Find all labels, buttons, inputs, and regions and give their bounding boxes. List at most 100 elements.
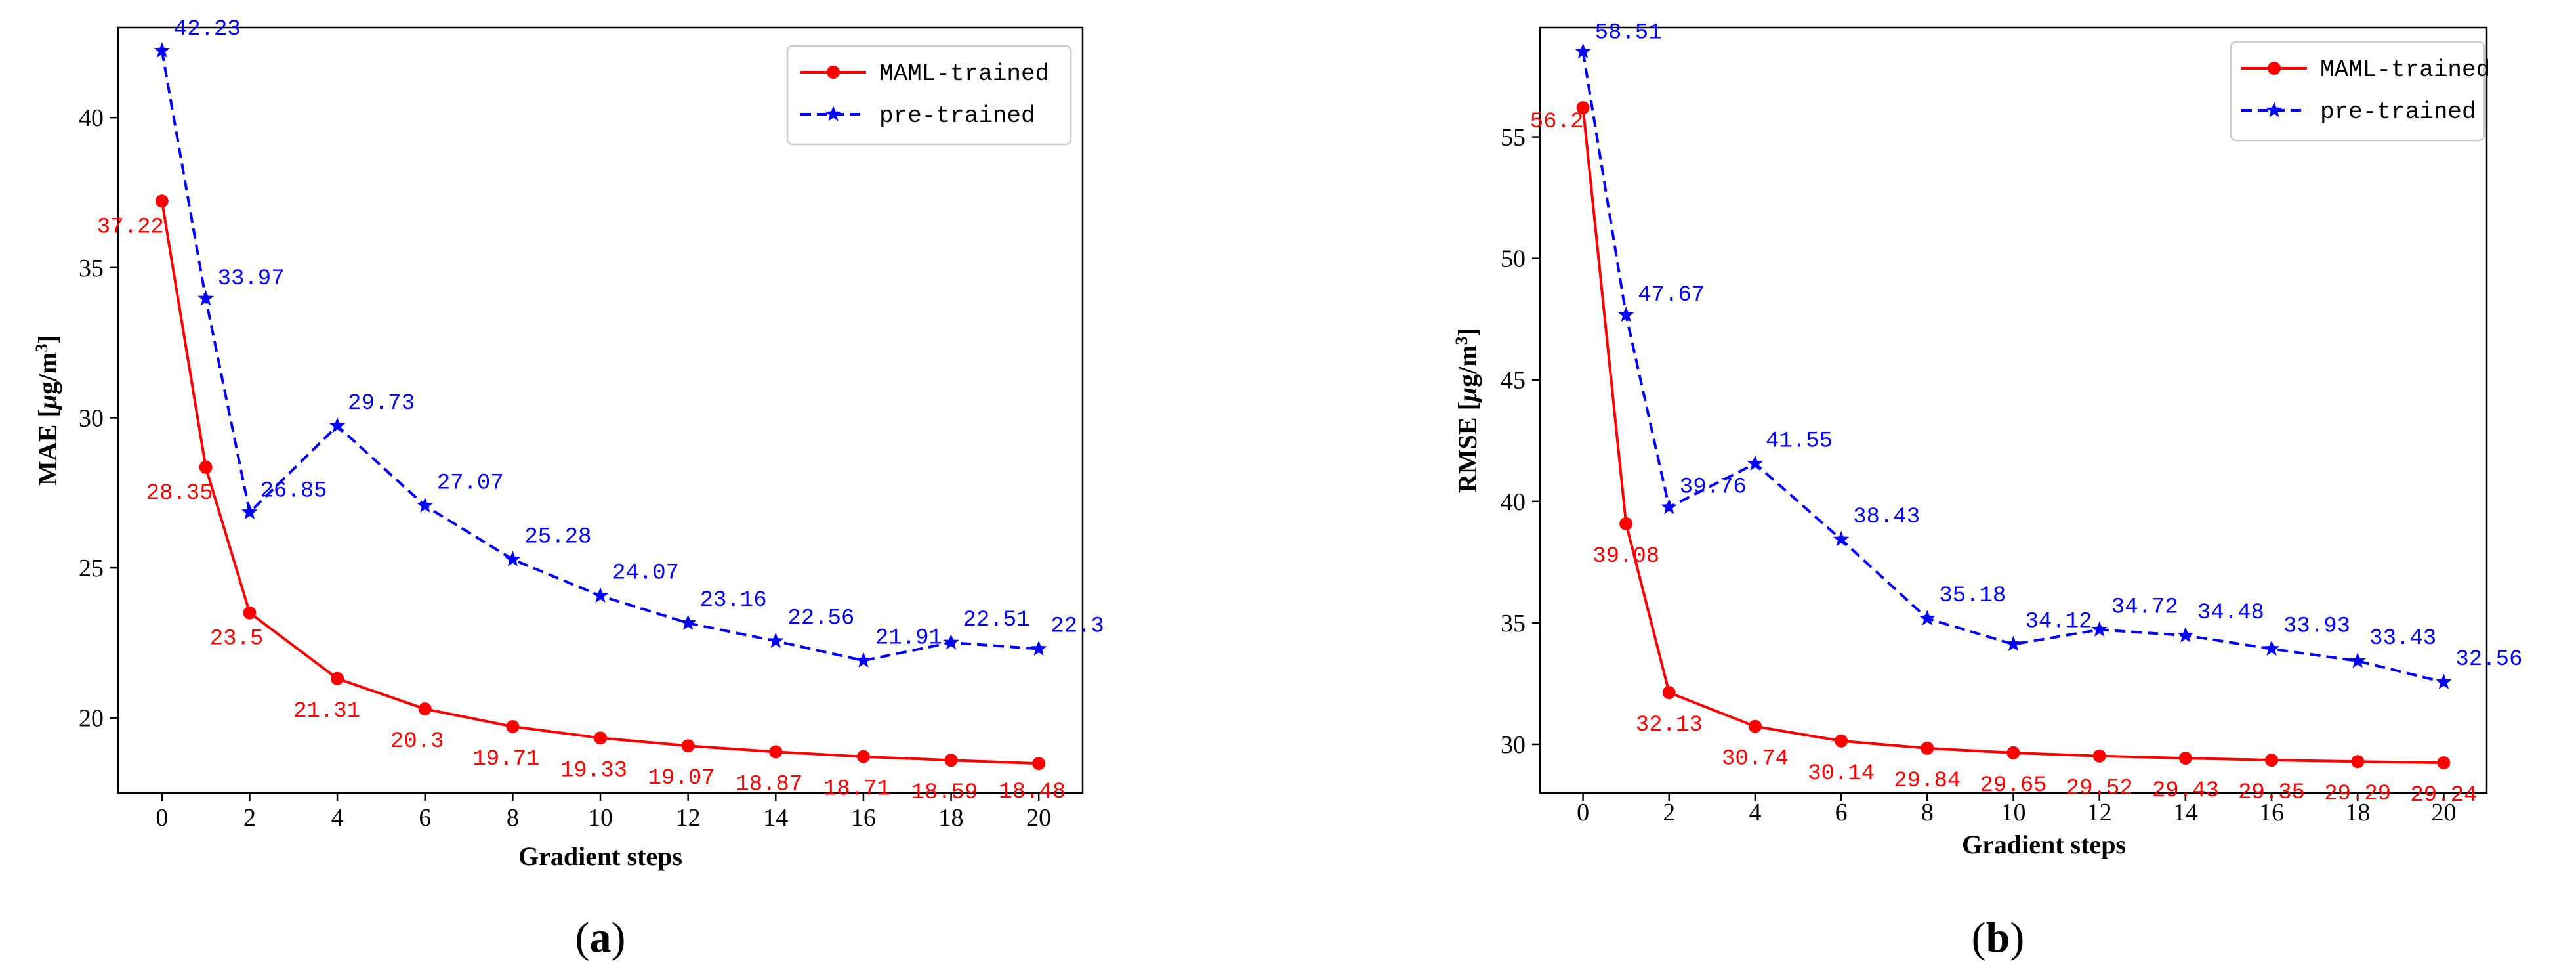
- panel-a-data-label-pretrained: 24.07: [612, 561, 679, 586]
- panel-a-point-pretrained: [943, 633, 959, 650]
- panel-a-data-label-maml: 18.87: [736, 772, 802, 797]
- panel-a-point-pretrained: [767, 632, 784, 649]
- panel-a-legend-frame: [786, 45, 1072, 146]
- panel-b-data-label-maml: 30.74: [1722, 747, 1789, 772]
- panel-b-legend-marker-pretrained: [2266, 102, 2283, 117]
- panel-a-y-tick-label: 40: [79, 104, 104, 132]
- panel-b-y-axis-label-unit: g/m: [1453, 345, 1482, 387]
- panel-b-point-maml: [2265, 754, 2279, 767]
- panel-a-y-tick-label: 30: [79, 404, 104, 432]
- panel-a-x-axis-label: Gradient steps: [518, 842, 682, 871]
- panel-a-point-maml: [199, 460, 213, 474]
- panel-b-legend-marker-maml: [2268, 62, 2281, 75]
- panel-b-data-label-maml: 29.65: [1980, 773, 2046, 798]
- panel-a-data-label-maml: 23.5: [210, 627, 264, 652]
- panel-a-caption-letter: a: [590, 914, 612, 962]
- panel-b-data-label-pretrained: 38.43: [1853, 505, 1920, 530]
- panel-a-point-maml: [594, 731, 607, 745]
- panel-b-data-label-pretrained: 34.48: [2197, 601, 2264, 626]
- panel-a-data-label-maml: 18.59: [911, 780, 978, 805]
- panel-a-point-maml: [856, 750, 870, 763]
- panel-b-legend-label-maml: MAML-trained: [2320, 56, 2490, 83]
- panel-a-data-label-maml: 19.07: [648, 766, 715, 791]
- panel-b-plot-frame: [1539, 26, 2488, 794]
- panel-a-point-pretrained: [505, 551, 521, 566]
- panel-b-data-label-maml: 29.35: [2238, 780, 2305, 805]
- panel-a-point-pretrained: [197, 289, 214, 306]
- panel-a-y-tick-label: 25: [79, 555, 104, 582]
- panel-b-point-maml: [2437, 756, 2451, 770]
- panel-b-data-label-pretrained: 47.67: [1638, 283, 1705, 308]
- panel-a-point-maml: [1032, 757, 1046, 771]
- panel-a-x-tick-label: 4: [331, 804, 344, 832]
- panel-b-line-pretrained: [1581, 51, 2444, 684]
- panel-a-point-pretrained: [241, 503, 258, 519]
- panel-a-series: 37.22 28.35 23.5 21.31 20.3 19.71 19.33 19.07 18…: [97, 17, 1104, 805]
- panel-b-point-pretrained: [2263, 640, 2280, 656]
- panel-b-data-label-maml: 29.24: [2410, 783, 2477, 808]
- panel-a-line-pretrained: [160, 50, 1039, 662]
- panel-a-x-tick-label: 6: [419, 804, 431, 832]
- panel-a-data-label-pretrained: 42.23: [174, 17, 241, 42]
- panel-a-line-maml: [160, 200, 1039, 765]
- panel-a-point-maml: [769, 745, 783, 759]
- panel-a-legend-label-pretrained: pre-trained: [879, 102, 1035, 129]
- panel-b-point-maml: [2178, 752, 2192, 765]
- panel-a-point-pretrained: [1030, 640, 1047, 656]
- panel-a-data-label-pretrained: 22.3: [1050, 614, 1104, 639]
- panel-b-point-maml: [2092, 749, 2106, 763]
- panel-b-caption-letter: b: [1986, 914, 2010, 962]
- panel-b-x-tick-label: 6: [1835, 799, 1848, 826]
- panel-a-point-pretrained: [417, 497, 434, 513]
- panel-a-caption-close: ): [612, 914, 626, 962]
- panel-a-x-axis: 0 2 4 6 8 10 12 14 16 18 20: [156, 793, 1051, 832]
- panel-b-y-axis-label-suffix: ]: [1453, 328, 1482, 336]
- panel-a-data-label-maml: 19.71: [472, 747, 539, 772]
- panel-a-x-tick-label: 20: [1026, 804, 1051, 832]
- panel-a-caption-open: (: [575, 914, 590, 962]
- panel-b-x-tick-label: 0: [1577, 799, 1589, 826]
- panel-b-x-tick-label: 2: [1663, 799, 1675, 826]
- panel-a-caption: (a): [575, 914, 626, 962]
- panel-a-data-label-pretrained: 21.91: [875, 626, 942, 650]
- panel-b-data-label-maml: 39.08: [1592, 544, 1659, 569]
- panel-b-data-label-maml: 32.13: [1636, 713, 1703, 738]
- panel-b-y-tick-label: 55: [1501, 124, 1526, 152]
- panel-b-x-tick-label: 8: [1921, 799, 1934, 826]
- panel-b-data-label-pretrained: 34.72: [2111, 595, 2178, 620]
- panel-b-data-label-pretrained: 33.43: [2369, 626, 2436, 651]
- panel-a-x-tick-label: 2: [243, 804, 256, 832]
- panel-a-point-pretrained: [592, 587, 609, 603]
- panel-b-point-maml: [1748, 719, 1762, 733]
- panel-b-data-label-maml: 29.52: [2066, 777, 2133, 801]
- panel-b-point-pretrained: [1833, 530, 1850, 547]
- panel-b-legend-frame: [2230, 41, 2485, 142]
- panel-b-x-tick-label: 12: [2087, 799, 2112, 826]
- panel-a-y-axis-label-prefix: MAE [: [33, 409, 62, 486]
- panel-a-legend: MAML-trained pre-trained: [786, 45, 1072, 146]
- panel-a-data-label-pretrained: 25.28: [524, 524, 591, 549]
- panel-a-legend-label-maml: MAML-trained: [879, 60, 1049, 87]
- panel-b-point-maml: [1662, 686, 1676, 700]
- panel-a-data-label-pretrained: 23.16: [700, 588, 767, 613]
- panel-a-x-tick-label: 14: [763, 804, 788, 832]
- panel-a-point-maml: [944, 754, 958, 767]
- panel-a-point-pretrained: [855, 652, 872, 668]
- panel-a-y-axis-label: MAE [μg/m3]: [32, 335, 62, 486]
- panel-b-y-axis: 30 35 40 45 50 55: [1501, 124, 1540, 759]
- panel-b-x-tick-label: 14: [2173, 799, 2198, 826]
- panel-b-point-pretrained: [2349, 652, 2366, 668]
- panel-a-point-maml: [155, 194, 169, 208]
- panel-b-caption-close: ): [2010, 914, 2024, 962]
- panel-a-y-tick-label: 20: [79, 705, 104, 733]
- panel-a-point-maml: [418, 702, 432, 715]
- panel-b-point-pretrained: [1919, 610, 1936, 626]
- panel-b-y-tick-label: 40: [1501, 488, 1526, 516]
- panel-a-x-tick-label: 18: [939, 804, 964, 832]
- panel-a-data-label-pretrained: 22.51: [963, 608, 1030, 633]
- panel-b-x-tick-label: 10: [2001, 799, 2026, 826]
- panel-b-data-label-maml: 29.84: [1894, 769, 1961, 794]
- panel-b-point-pretrained: [1747, 455, 1764, 471]
- panel-a-point-maml: [681, 739, 695, 753]
